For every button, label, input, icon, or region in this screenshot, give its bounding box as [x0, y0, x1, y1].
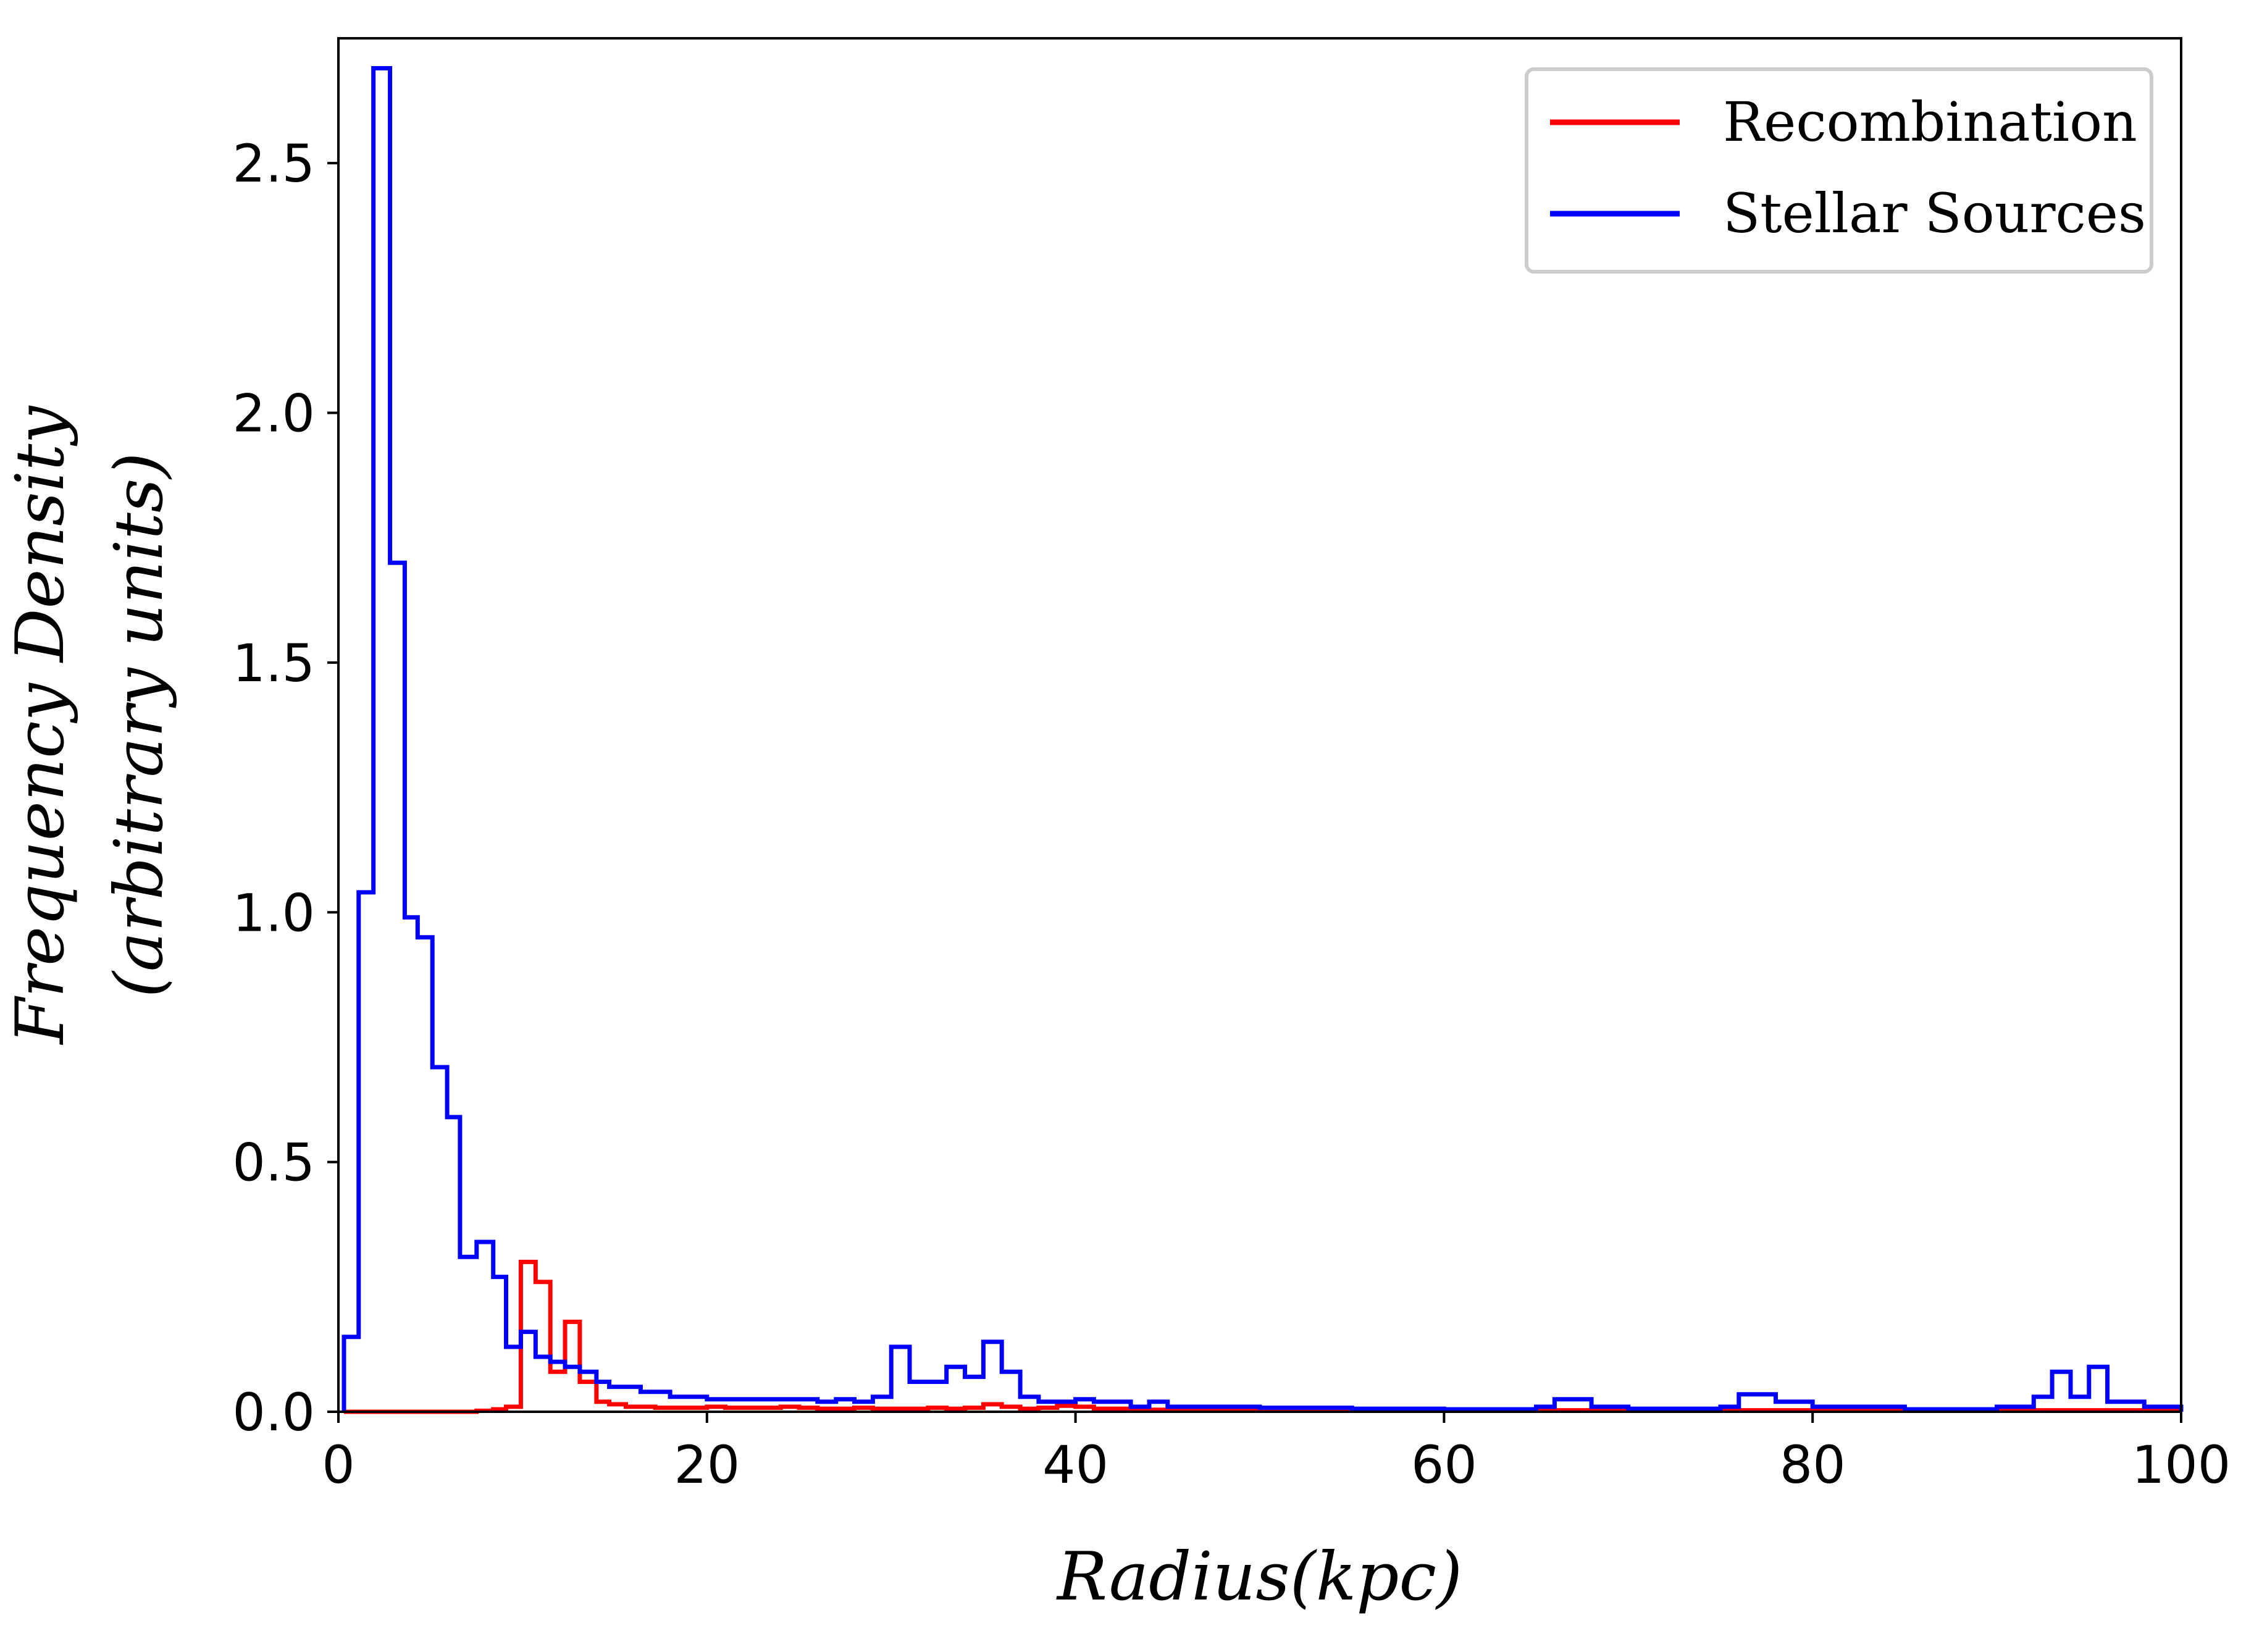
x-tick-label: 60 [1411, 1435, 1477, 1495]
y-tick-label: 2.5 [232, 133, 315, 194]
y-tick-label: 1.5 [232, 633, 315, 694]
series-stellar-sources [341, 66, 2184, 1412]
series-layer [341, 66, 2184, 1414]
y-tick-label: 0.0 [232, 1382, 315, 1443]
x-tick-label: 40 [1042, 1435, 1108, 1495]
x-axis-title: Radius(kpc) [1056, 1538, 1462, 1616]
y-axis-title-line2: (arbitrary units) [101, 453, 178, 998]
series-recombination [344, 1259, 2184, 1414]
y-axis-title-line1: Frequency Density [2, 405, 79, 1046]
ticks-layer: 0 20 40 60 80 100 0.0 0.5 1.0 1.5 2.0 2.5 [232, 133, 2231, 1495]
x-tick-label: 0 [322, 1435, 354, 1495]
y-tick-label: 0.5 [232, 1133, 315, 1193]
x-tick-label: 80 [1780, 1435, 1846, 1495]
legend-label-recombination: Recombination [1723, 90, 2137, 154]
x-tick-label: 100 [2132, 1435, 2231, 1495]
y-tick-label: 1.0 [232, 883, 315, 943]
x-tick-label: 20 [674, 1435, 740, 1495]
legend-box [1525, 67, 2153, 274]
legend: Recombination Stellar Sources [1525, 67, 2153, 274]
plot-frame [337, 37, 2182, 1413]
y-tick-label: 2.0 [232, 384, 315, 444]
legend-label-stellar-sources: Stellar Sources [1723, 182, 2146, 245]
